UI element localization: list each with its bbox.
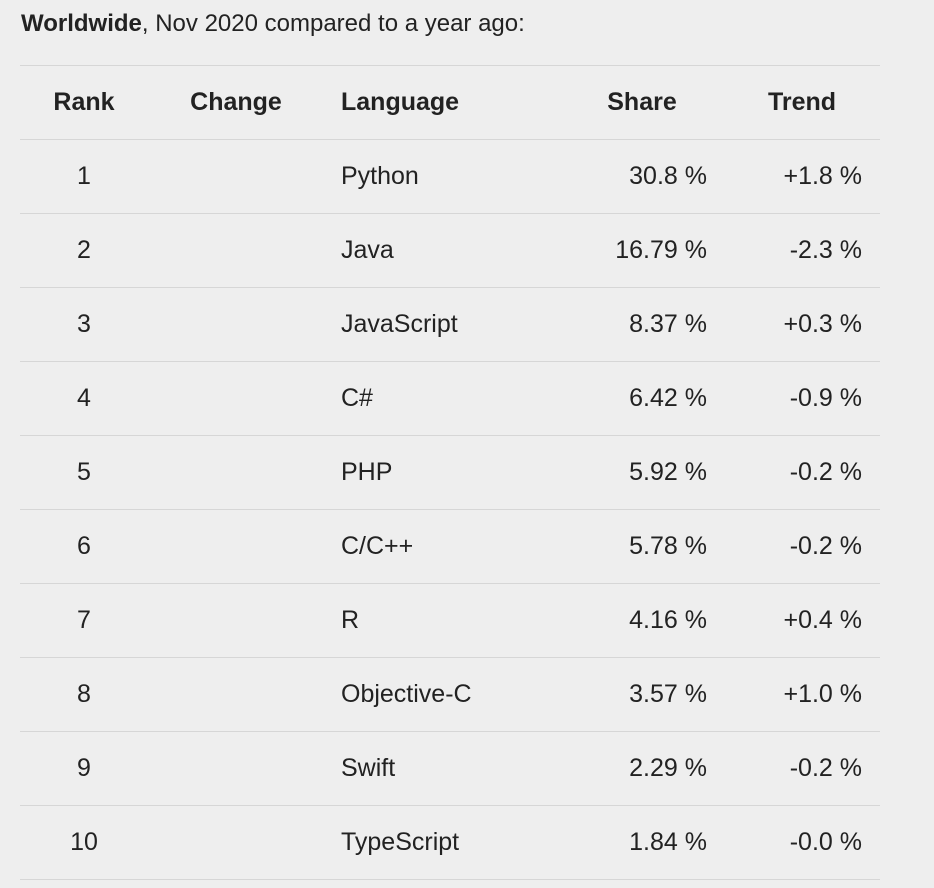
column-header: Change: [148, 65, 324, 140]
rank-cell: 5: [20, 435, 148, 510]
change-cell: [148, 213, 324, 288]
share-cell: 30.8 %: [560, 139, 724, 214]
share-cell: 5.92 %: [560, 435, 724, 510]
language-cell: TypeScript: [324, 805, 560, 880]
change-cell: [148, 731, 324, 806]
language-cell: Python: [324, 139, 560, 214]
share-cell: 5.78 %: [560, 509, 724, 584]
language-cell: C#: [324, 361, 560, 436]
change-cell: [148, 139, 324, 214]
trend-cell: +0.4 %: [724, 583, 880, 658]
language-cell: R: [324, 583, 560, 658]
header-row: Rank Change Language Share Trend: [20, 65, 880, 140]
title-bold: Worldwide: [21, 10, 142, 37]
trend-cell: +1.8 %: [724, 139, 880, 214]
rank-cell: 9: [20, 731, 148, 806]
language-cell: PHP: [324, 435, 560, 510]
trend-cell: +1.0 %: [724, 657, 880, 732]
column-header: Share: [560, 65, 724, 140]
rank-cell: 1: [20, 139, 148, 214]
rank-cell: 2: [20, 213, 148, 288]
rank-cell: 7: [20, 583, 148, 658]
share-cell: 4.16 %: [560, 583, 724, 658]
rank-cell: 10: [20, 805, 148, 880]
title-rest: , Nov 2020 compared to a year ago:: [141, 10, 525, 37]
table-body: 1 Python 30.8 % +1.8 % 2 Java 16.79 % -2.3 % 3 Ja…: [20, 139, 880, 880]
table-row: 5 PHP 5.92 % -0.2 %: [20, 435, 880, 510]
ranking-table: Rank Change Language Share Trend 1 Python 30.8…: [20, 65, 880, 880]
language-cell: C/C++: [324, 509, 560, 584]
table-row: 8 Objective-C 3.57 % +1.0 %: [20, 657, 880, 732]
change-cell: [148, 509, 324, 584]
column-header: Rank: [20, 65, 148, 140]
trend-cell: -0.2 %: [724, 509, 880, 584]
share-cell: 16.79 %: [560, 213, 724, 288]
title: Worldwide, Nov 2020 compared to a year a…: [21, 8, 525, 40]
share-cell: 1.84 %: [560, 805, 724, 880]
trend-cell: -0.2 %: [724, 731, 880, 806]
column-header: Trend: [724, 65, 880, 140]
language-cell: Java: [324, 213, 560, 288]
rank-cell: 8: [20, 657, 148, 732]
table-row: 9 Swift 2.29 % -0.2 %: [20, 731, 880, 806]
table-row: 7 R 4.16 % +0.4 %: [20, 583, 880, 658]
share-cell: 2.29 %: [560, 731, 724, 806]
rank-cell: 3: [20, 287, 148, 362]
language-cell: Objective-C: [324, 657, 560, 732]
table-row: 4 C# 6.42 % -0.9 %: [20, 361, 880, 436]
language-cell: JavaScript: [324, 287, 560, 362]
table-row: 2 Java 16.79 % -2.3 %: [20, 213, 880, 288]
change-cell: [148, 361, 324, 436]
trend-cell: +0.3 %: [724, 287, 880, 362]
change-cell: [148, 583, 324, 658]
share-cell: 6.42 %: [560, 361, 724, 436]
change-cell: [148, 657, 324, 732]
change-cell: [148, 435, 324, 510]
trend-cell: -0.9 %: [724, 361, 880, 436]
language-cell: Swift: [324, 731, 560, 806]
share-cell: 3.57 %: [560, 657, 724, 732]
trend-cell: -0.2 %: [724, 435, 880, 510]
trend-cell: -0.0 %: [724, 805, 880, 880]
column-header: Language: [324, 65, 560, 140]
table-row: 3 JavaScript 8.37 % +0.3 %: [20, 287, 880, 362]
table-row: 6 C/C++ 5.78 % -0.2 %: [20, 509, 880, 584]
table-row: 1 Python 30.8 % +1.8 %: [20, 139, 880, 214]
rank-cell: 4: [20, 361, 148, 436]
share-cell: 8.37 %: [560, 287, 724, 362]
table-row: 10 TypeScript 1.84 % -0.0 %: [20, 805, 880, 880]
rank-cell: 6: [20, 509, 148, 584]
change-cell: [148, 287, 324, 362]
trend-cell: -2.3 %: [724, 213, 880, 288]
change-cell: [148, 805, 324, 880]
